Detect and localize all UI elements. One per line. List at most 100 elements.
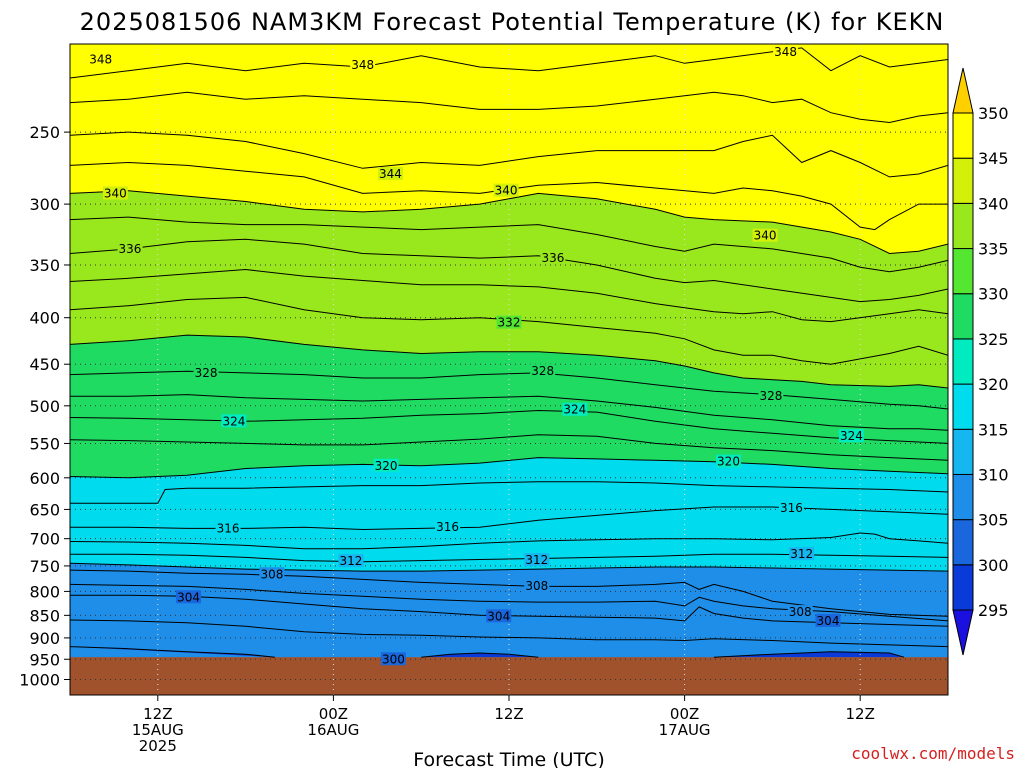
contour-label-bg xyxy=(486,609,512,623)
credit-text: coolwx.com/models xyxy=(851,744,1015,763)
fill-band xyxy=(70,646,275,658)
contour-label: 344 xyxy=(379,167,402,181)
contour-label: 328 xyxy=(531,364,554,378)
x-axis-label: Forecast Time (UTC) xyxy=(413,749,604,768)
x-tick-label: 12Z xyxy=(846,705,875,723)
y-tick-label: 350 xyxy=(29,256,60,275)
contour-line xyxy=(70,394,948,431)
contour-label-bg xyxy=(259,567,285,581)
colorbar-segment xyxy=(952,248,974,295)
contour-line xyxy=(70,131,948,178)
contour-label-bg xyxy=(493,183,519,197)
colorbar-tick-label: 320 xyxy=(978,375,1009,394)
contour-line xyxy=(70,532,948,550)
contour-label: 328 xyxy=(759,389,782,403)
contour-label: 316 xyxy=(436,520,459,534)
contour-line xyxy=(70,268,948,323)
contour-label-bg xyxy=(562,402,588,416)
contour-line xyxy=(70,619,948,648)
colorbar-tick-label: 340 xyxy=(978,194,1009,213)
contour-label-bg xyxy=(117,241,143,255)
contour-label-bg xyxy=(338,554,364,568)
contour-label: 332 xyxy=(498,316,521,330)
contour-label-bg xyxy=(377,167,403,181)
contour-label-bg xyxy=(530,364,556,378)
colorbar-tick-label: 345 xyxy=(978,149,1009,168)
contour-label: 324 xyxy=(563,403,586,417)
pressure-axis: 250 300 350 400 450 500 550 600 650 700 750 800 850 9… xyxy=(19,123,70,690)
colorbar-tick-label: 330 xyxy=(978,285,1009,304)
colorbar-segment xyxy=(952,519,974,566)
y-tick-label: 400 xyxy=(29,309,60,328)
colorbar-tick-label: 315 xyxy=(978,420,1009,439)
contour-line xyxy=(70,161,948,231)
colorbar-tick-label: 310 xyxy=(978,465,1009,484)
contour-line xyxy=(70,481,948,504)
contour-label: 348 xyxy=(89,52,112,66)
y-tick-label: 450 xyxy=(29,355,60,374)
contour-line xyxy=(70,190,948,255)
contour-label-bg xyxy=(540,251,566,265)
contour-line xyxy=(70,457,948,479)
contour-label-bg xyxy=(787,605,813,619)
contour-label: 312 xyxy=(790,547,813,561)
contour-label: 320 xyxy=(375,459,398,473)
contour-line xyxy=(70,91,948,124)
contour-label-bg xyxy=(176,590,202,604)
y-tick-label: 1000 xyxy=(19,671,60,690)
plot-area: 348 348 348 344 340 340 340 336 336 332 328 328 328 3… xyxy=(70,44,948,695)
contour-label: 340 xyxy=(495,184,518,198)
contour-label: 336 xyxy=(541,251,564,265)
contour-line xyxy=(70,216,948,273)
contour-line xyxy=(70,562,948,572)
contour-label: 308 xyxy=(789,605,812,619)
y-tick-label: 550 xyxy=(29,434,60,453)
contour-label-bg xyxy=(435,520,461,534)
contour-line xyxy=(70,334,948,389)
contour-label: 348 xyxy=(774,45,797,59)
colorbar-segment xyxy=(952,157,974,204)
contour-label-bg xyxy=(838,429,864,443)
x-tick-label: 2025 xyxy=(139,737,177,755)
colorbar-segment xyxy=(952,112,974,159)
contour-line xyxy=(713,651,905,658)
contour-label: 324 xyxy=(840,429,863,443)
x-tick-label: 00Z xyxy=(319,705,348,723)
x-tick-label: 17AUG xyxy=(659,721,711,739)
contour-label-bg xyxy=(215,521,241,535)
x-tick-label: 16AUG xyxy=(307,721,359,739)
contour-label-bg xyxy=(773,44,799,58)
colorbar-tick-label: 350 xyxy=(978,104,1009,123)
contour-label: 304 xyxy=(817,614,840,628)
y-tick-label: 600 xyxy=(29,469,60,488)
contour-line xyxy=(70,47,948,79)
colorbar-segment xyxy=(952,383,974,430)
contour-label: 312 xyxy=(340,554,363,568)
contour-label-bg xyxy=(373,458,399,472)
colorbar-segment xyxy=(952,202,974,250)
contour-label-bg xyxy=(789,547,815,561)
y-tick-label: 300 xyxy=(29,195,60,214)
contour-label: 304 xyxy=(177,590,200,604)
colorbar-tick-label: 300 xyxy=(978,556,1009,575)
contour-line xyxy=(70,238,948,303)
contour-label-bg xyxy=(88,52,114,66)
contour-label-bg xyxy=(221,414,247,428)
contour-line xyxy=(70,646,275,658)
contour-label: 312 xyxy=(525,553,548,567)
y-tick-label: 900 xyxy=(29,629,60,648)
y-tick-label: 500 xyxy=(29,397,60,416)
contour-label: 348 xyxy=(351,58,374,72)
contour-label: 320 xyxy=(717,455,740,469)
contour-label-bg xyxy=(496,315,522,329)
y-tick-label: 950 xyxy=(29,650,60,669)
contour-label-bg xyxy=(350,58,376,72)
contour-label-bg xyxy=(815,613,841,627)
contour-line xyxy=(70,434,948,461)
contour-label: 316 xyxy=(217,521,240,535)
contour-label: 340 xyxy=(104,186,127,200)
colorbar-arrow-high xyxy=(952,67,974,114)
contour-label: 300 xyxy=(382,652,405,666)
contour-label-bg xyxy=(193,365,219,379)
contour-line xyxy=(421,652,539,658)
